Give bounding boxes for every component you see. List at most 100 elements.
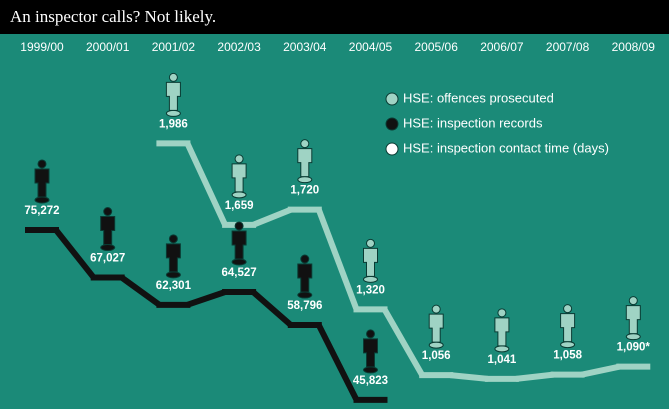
data-label: 67,027 [90, 253, 125, 265]
icon-base [297, 291, 313, 299]
person-icon [231, 154, 247, 199]
person-icon [34, 159, 50, 204]
icon-head [103, 207, 113, 217]
icon-head [234, 221, 244, 231]
icon-base [231, 258, 247, 266]
icon-body [231, 163, 247, 193]
person-icon [297, 254, 313, 299]
icon-base [363, 366, 378, 374]
legend-marker [385, 117, 399, 131]
icon-head [300, 254, 310, 264]
line-connector [315, 208, 360, 311]
data-label: 1,986 [159, 118, 188, 130]
data-label: 75,272 [24, 205, 59, 217]
data-label: 58,796 [287, 300, 322, 312]
legend-label: HSE: inspection records [403, 115, 543, 130]
line-connector [515, 371, 554, 382]
x-tick-label: 2005/06 [415, 40, 459, 54]
person-icon [560, 304, 576, 349]
person-icon [165, 234, 181, 279]
legend-label: HSE: inspection contact time (days) [403, 140, 609, 155]
data-label: 1,720 [290, 185, 319, 197]
x-tick-label: 2002/03 [217, 40, 261, 54]
data-label: 64,527 [222, 267, 257, 279]
icon-base [231, 191, 247, 199]
line-connector [251, 289, 293, 328]
chart-title: An inspector calls? Not likely. [10, 7, 216, 26]
data-label: 1,056 [422, 350, 451, 362]
icon-base [297, 176, 313, 184]
icon-base [100, 244, 116, 252]
line-connector [184, 142, 228, 227]
icon-head [37, 159, 47, 169]
legend-label: HSE: offences prosecuted [403, 90, 554, 105]
person-icon [297, 139, 313, 184]
person-icon [100, 207, 116, 252]
icon-head [563, 304, 573, 314]
line-connector [186, 289, 227, 308]
x-tick-label: 2006/07 [480, 40, 524, 54]
icon-body [363, 338, 378, 368]
icon-head [234, 154, 244, 164]
icon-body [165, 243, 181, 273]
person-icon [231, 221, 247, 266]
icon-body [165, 81, 181, 111]
line-connector [449, 372, 489, 382]
icon-base [363, 275, 378, 283]
data-label: 1,659 [225, 200, 254, 212]
x-tick-label: 2007/08 [546, 40, 590, 54]
icon-body [297, 148, 313, 178]
icon-head [366, 238, 375, 248]
icon-head [300, 139, 310, 149]
person-icon [165, 72, 181, 117]
icon-body [625, 305, 641, 335]
person-icon [428, 304, 444, 349]
icon-body [297, 263, 313, 293]
icon-base [165, 109, 181, 117]
icon-base [560, 341, 576, 349]
data-label: 1,041 [488, 354, 517, 366]
data-label: 45,823 [353, 375, 388, 387]
person-icon [625, 296, 641, 341]
title-bar [0, 0, 669, 34]
line-connector [53, 228, 97, 280]
x-tick-label: 2003/04 [283, 40, 327, 54]
legend-marker [385, 142, 399, 156]
icon-base [494, 345, 510, 353]
line-connector [119, 275, 162, 308]
legend-marker [385, 92, 399, 106]
line-connector [251, 206, 292, 228]
icon-body [560, 313, 576, 343]
x-tick-label: 2001/02 [152, 40, 196, 54]
x-tick-label: 1999/00 [20, 40, 64, 54]
data-label: 1,320 [356, 284, 385, 296]
icon-body [363, 247, 378, 277]
person-icon [494, 308, 510, 353]
icon-head [366, 329, 375, 339]
icon-body [231, 230, 247, 260]
icon-base [34, 196, 50, 204]
x-tick-label: 2008/09 [612, 40, 656, 54]
data-label: 1,090* [617, 342, 651, 354]
x-tick-label: 2004/05 [349, 40, 393, 54]
person-icon [363, 329, 378, 374]
line-connector [580, 363, 620, 378]
icon-body [428, 313, 444, 343]
icon-head [168, 234, 178, 244]
icon-head [628, 296, 638, 306]
data-label: 1,058 [553, 350, 582, 362]
line-connector [316, 323, 360, 402]
icon-body [494, 317, 510, 347]
person-icon [363, 238, 378, 283]
icon-head [497, 308, 507, 318]
line-connector [381, 307, 425, 377]
icon-head [431, 304, 441, 314]
icon-body [34, 168, 50, 198]
icon-base [625, 333, 641, 341]
icon-head [168, 72, 178, 82]
data-label: 62,301 [156, 280, 192, 292]
x-tick-label: 2000/01 [86, 40, 130, 54]
icon-body [100, 216, 116, 246]
